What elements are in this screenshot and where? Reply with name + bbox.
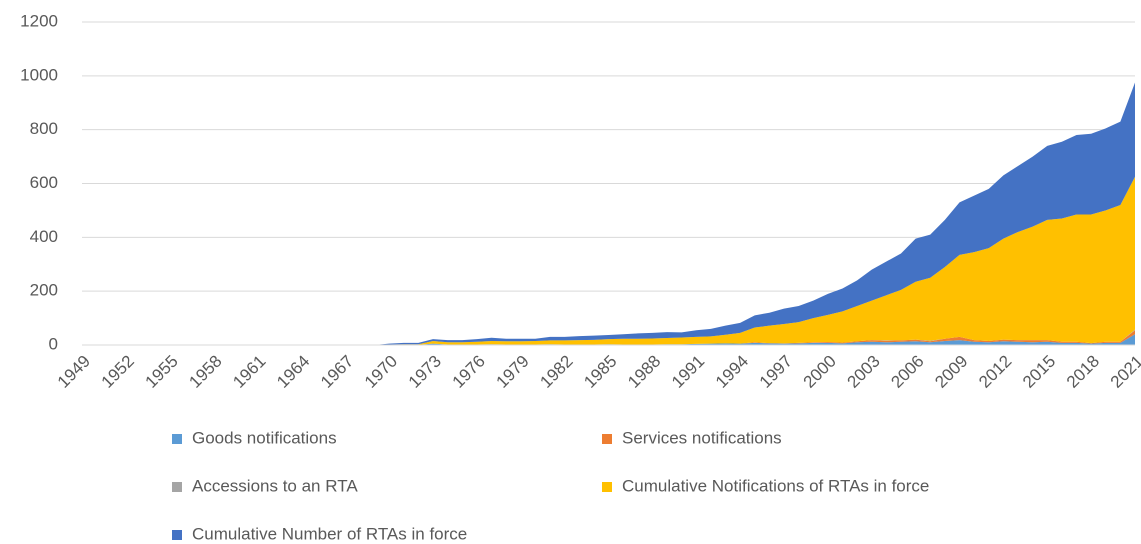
legend-swatch — [172, 530, 182, 540]
y-tick-label: 1200 — [20, 11, 58, 30]
x-tick-label: 2015 — [1019, 352, 1059, 392]
x-tick-label: 2000 — [800, 352, 840, 392]
legend-label: Cumulative Number of RTAs in force — [192, 524, 467, 543]
y-tick-label: 1000 — [20, 65, 58, 84]
x-tick-label: 1979 — [493, 352, 533, 392]
x-tick-label: 1991 — [668, 352, 708, 392]
x-tick-label: 1994 — [712, 352, 752, 392]
area — [82, 176, 1135, 345]
y-tick-label: 400 — [30, 227, 58, 246]
legend-label: Accessions to an RTA — [192, 476, 358, 495]
x-tick-label: 1949 — [54, 352, 94, 392]
y-tick-label: 0 — [49, 334, 58, 353]
y-tick-label: 600 — [30, 173, 58, 192]
x-tick-label: 1970 — [361, 352, 401, 392]
area — [82, 82, 1135, 345]
legend-label: Goods notifications — [192, 428, 337, 447]
x-tick-label: 2018 — [1063, 352, 1103, 392]
x-tick-label: 2003 — [844, 352, 884, 392]
x-tick-label: 1973 — [405, 352, 445, 392]
x-tick-label: 1985 — [580, 352, 620, 392]
legend-swatch — [602, 482, 612, 492]
x-tick-label: 1955 — [142, 352, 182, 392]
x-tick-label: 2021 — [1107, 352, 1141, 392]
x-tick-label: 1964 — [273, 352, 313, 392]
x-tick-label: 1997 — [756, 352, 796, 392]
legend-label: Services notifications — [622, 428, 782, 447]
x-tick-label: 2009 — [931, 352, 971, 392]
legend-swatch — [602, 434, 612, 444]
legend-swatch — [172, 482, 182, 492]
x-tick-label: 1961 — [229, 352, 269, 392]
y-tick-label: 200 — [30, 281, 58, 300]
x-tick-label: 1967 — [317, 352, 357, 392]
area — [82, 334, 1135, 345]
x-tick-label: 2012 — [975, 352, 1015, 392]
legend-swatch — [172, 434, 182, 444]
x-tick-label: 1982 — [536, 352, 576, 392]
y-tick-label: 800 — [30, 119, 58, 138]
x-tick-label: 1958 — [185, 352, 225, 392]
area — [82, 330, 1135, 345]
legend-label: Cumulative Notifications of RTAs in forc… — [622, 476, 929, 495]
x-tick-label: 2006 — [887, 352, 927, 392]
x-tick-label: 1988 — [624, 352, 664, 392]
x-tick-label: 1976 — [449, 352, 489, 392]
x-tick-label: 1952 — [98, 352, 138, 392]
